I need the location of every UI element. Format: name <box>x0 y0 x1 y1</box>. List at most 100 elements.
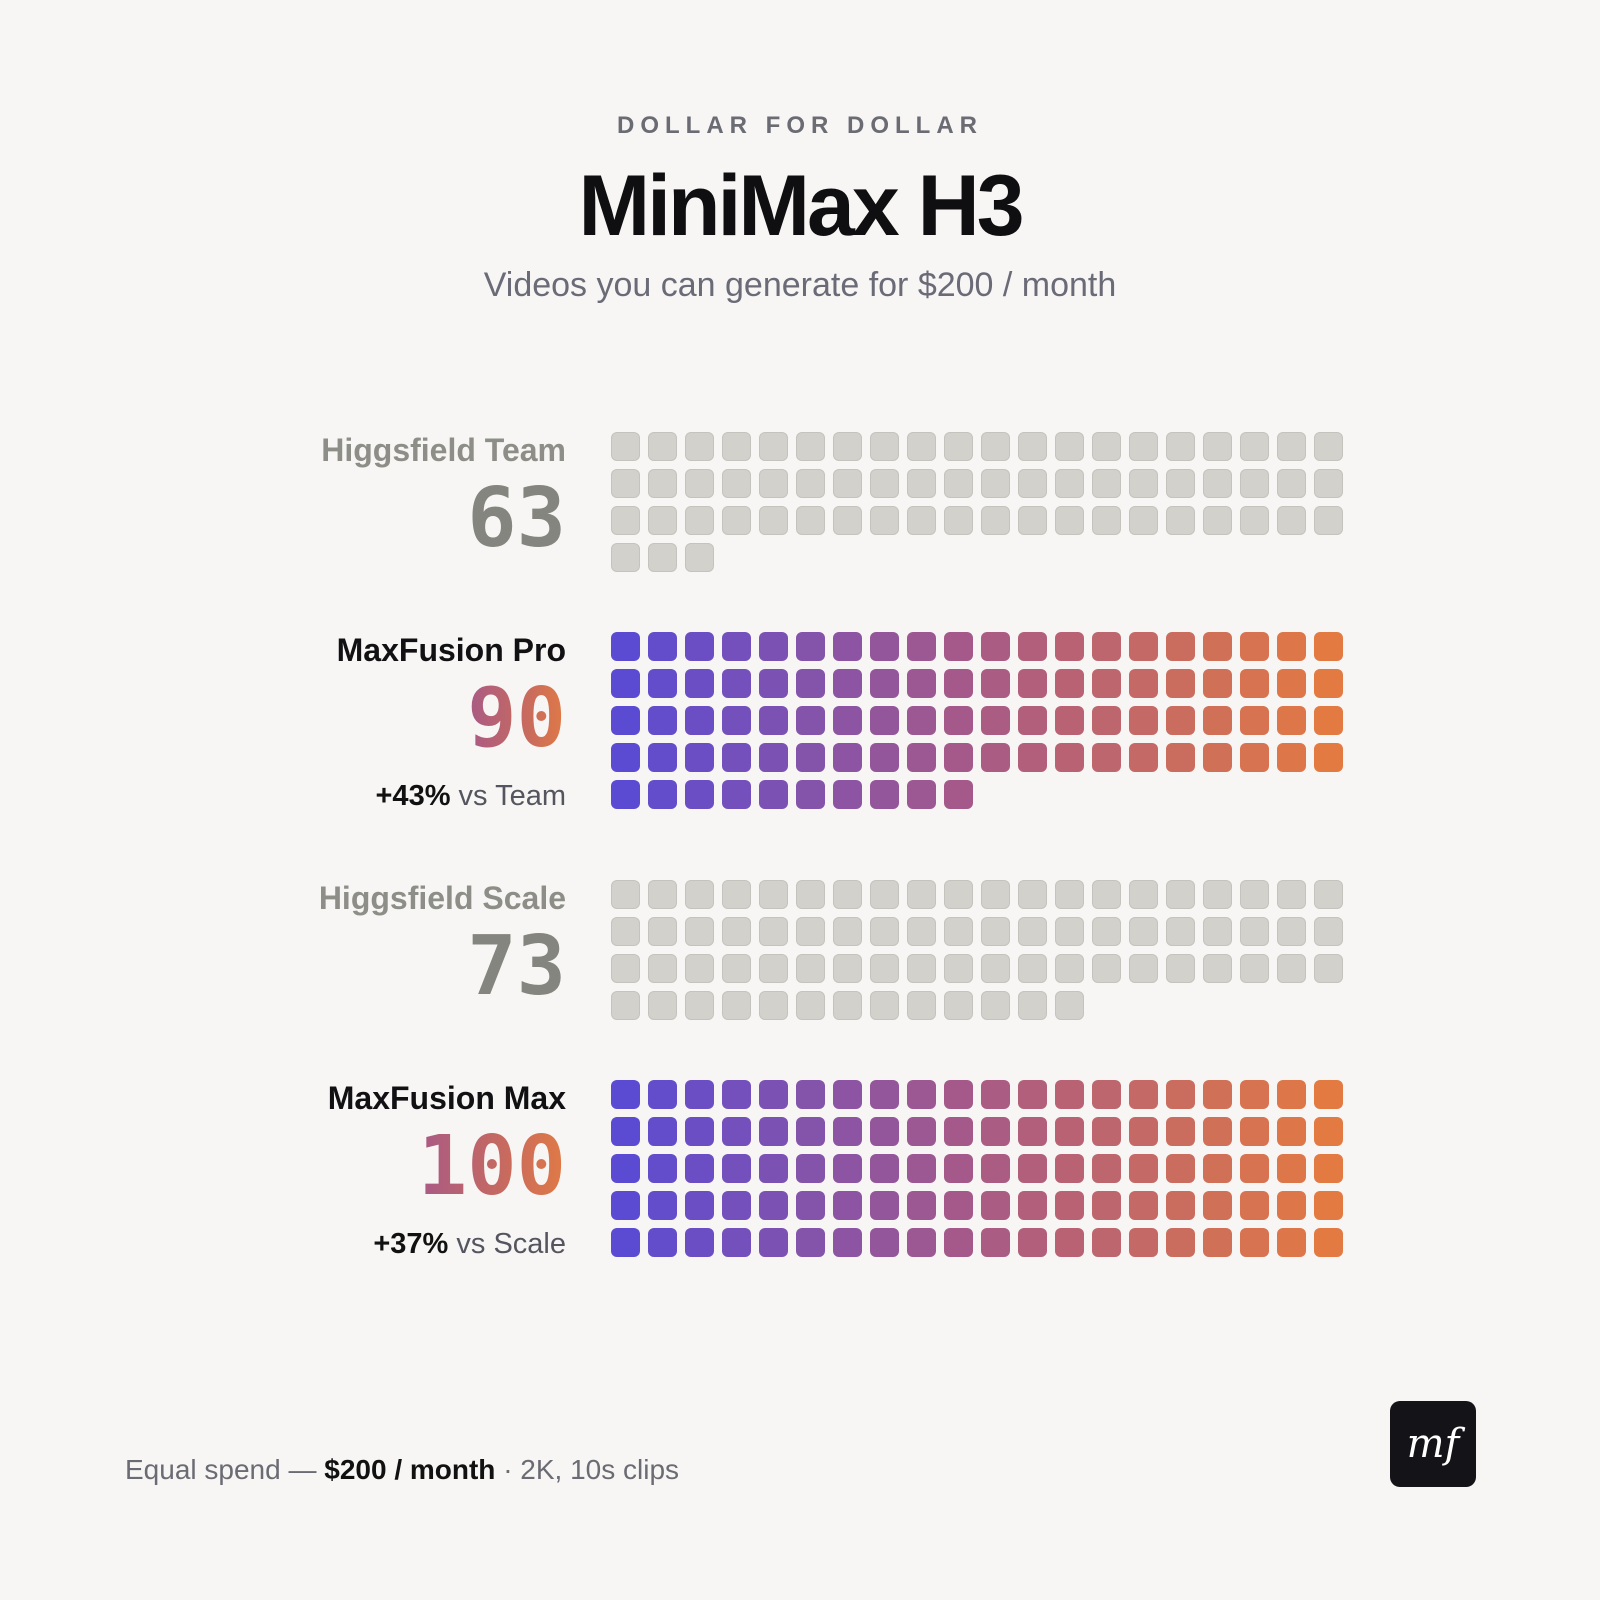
waffle-cell <box>1092 706 1121 735</box>
waffle-cell <box>870 1080 899 1109</box>
footer-prefix: Equal spend — <box>125 1454 325 1485</box>
waffle-cell <box>685 917 714 946</box>
waffle-cell <box>796 506 825 535</box>
waffle-cell <box>1055 954 1084 983</box>
waffle-cell <box>1092 1117 1121 1146</box>
waffle-cell <box>907 1154 936 1183</box>
waffle-cell <box>759 1228 788 1257</box>
delta-note: +43% vs Team <box>376 780 567 813</box>
waffle-cell <box>833 1228 862 1257</box>
waffle-cell <box>648 469 677 498</box>
waffle-cell <box>833 1191 862 1220</box>
waffle-cell <box>833 991 862 1020</box>
waffle-cell <box>611 1117 640 1146</box>
waffle-cell <box>685 880 714 909</box>
waffle-cell <box>1092 954 1121 983</box>
waffle-cell <box>833 706 862 735</box>
waffle-cell <box>833 432 862 461</box>
waffle-cell <box>759 469 788 498</box>
waffle-grid <box>611 1080 1346 1280</box>
waffle-cell <box>648 543 677 572</box>
series-label: Higgsfield Team <box>321 432 566 468</box>
waffle-cell <box>796 780 825 809</box>
waffle-cell <box>685 506 714 535</box>
waffle-cell <box>648 1154 677 1183</box>
waffle-cell <box>759 1117 788 1146</box>
waffle-cell <box>944 632 973 661</box>
waffle-cell <box>1240 880 1269 909</box>
delta-pct: +37% <box>373 1228 449 1260</box>
waffle-cell <box>648 917 677 946</box>
series-label: MaxFusion Pro <box>336 632 566 668</box>
waffle-cell <box>870 1191 899 1220</box>
waffle-cell <box>796 469 825 498</box>
waffle-cell <box>685 743 714 772</box>
waffle-cell <box>796 1117 825 1146</box>
waffle-cell <box>1129 1154 1158 1183</box>
waffle-cell <box>1055 1191 1084 1220</box>
waffle-cell <box>1314 432 1343 461</box>
waffle-cell <box>722 1080 751 1109</box>
waffle-cell <box>1129 469 1158 498</box>
waffle-cell <box>648 506 677 535</box>
waffle-cell <box>722 506 751 535</box>
waffle-cell <box>1129 954 1158 983</box>
waffle-cell <box>1129 880 1158 909</box>
waffle-cell <box>648 706 677 735</box>
waffle-grid <box>611 880 1346 1080</box>
waffle-cell <box>907 1191 936 1220</box>
waffle-cell <box>611 1080 640 1109</box>
waffle-cell <box>1055 1117 1084 1146</box>
waffle-cell <box>907 669 936 698</box>
waffle-cell <box>1055 506 1084 535</box>
waffle-cell <box>611 991 640 1020</box>
waffle-cell <box>1018 917 1047 946</box>
waffle-cell <box>944 506 973 535</box>
waffle-cell <box>1240 669 1269 698</box>
waffle-cell <box>611 706 640 735</box>
waffle-cell <box>1018 432 1047 461</box>
waffle-cell <box>611 432 640 461</box>
waffle-cell <box>1240 917 1269 946</box>
waffle-cell <box>907 917 936 946</box>
waffle-cell <box>1055 1154 1084 1183</box>
waffle-cell <box>944 954 973 983</box>
waffle-cell <box>1129 1080 1158 1109</box>
waffle-cell <box>1314 1117 1343 1146</box>
waffle-cell <box>611 543 640 572</box>
waffle-cell <box>1203 1117 1232 1146</box>
waffle-cell <box>796 1228 825 1257</box>
waffle-cell <box>944 1228 973 1257</box>
waffle-cell <box>722 743 751 772</box>
waffle-cell <box>1166 743 1195 772</box>
waffle-cell <box>833 743 862 772</box>
waffle-cell <box>1055 632 1084 661</box>
waffle-cell <box>870 1154 899 1183</box>
waffle-cell <box>981 1154 1010 1183</box>
waffle-cell <box>944 743 973 772</box>
waffle-cell <box>611 469 640 498</box>
waffle-cell <box>1092 669 1121 698</box>
waffle-cell <box>1203 706 1232 735</box>
waffle-cell <box>1018 632 1047 661</box>
waffle-cell <box>1314 706 1343 735</box>
waffle-cell <box>611 1191 640 1220</box>
waffle-cell <box>1277 632 1306 661</box>
waffle-cell <box>759 506 788 535</box>
waffle-cell <box>833 1080 862 1109</box>
waffle-cell <box>1240 1228 1269 1257</box>
delta-note: +37% vs Scale <box>373 1228 566 1261</box>
waffle-cell <box>1092 1080 1121 1109</box>
waffle-cell <box>1240 706 1269 735</box>
waffle-cell <box>648 432 677 461</box>
waffle-cell <box>1314 1080 1343 1109</box>
footer-suffix: · 2K, 10s clips <box>495 1454 680 1485</box>
waffle-cell <box>759 991 788 1020</box>
waffle-cell <box>648 1080 677 1109</box>
waffle-cell <box>759 632 788 661</box>
waffle-cell <box>1018 1154 1047 1183</box>
waffle-cell <box>1092 469 1121 498</box>
waffle-cell <box>981 469 1010 498</box>
waffle-cell <box>981 1228 1010 1257</box>
waffle-cell <box>759 954 788 983</box>
